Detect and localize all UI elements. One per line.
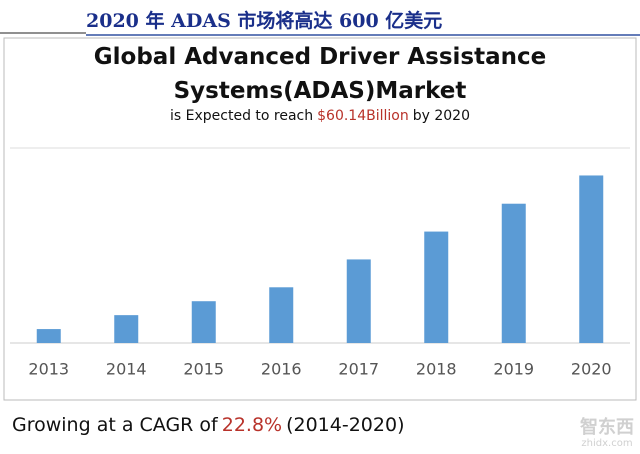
watermark: 智东西 zhidx.com xyxy=(580,417,634,452)
x-tick-label: 2018 xyxy=(416,360,457,379)
x-tick-label: 2017 xyxy=(338,360,379,379)
title-line: Systems(ADAS)Market xyxy=(173,78,467,104)
footer: Growing at a CAGR of 22.8% (2014-2020) xyxy=(12,414,408,436)
bar xyxy=(191,301,216,343)
bar xyxy=(501,203,526,343)
bar xyxy=(424,231,449,343)
x-tick-label: 2016 xyxy=(261,360,302,379)
footer-text: (2014-2020) xyxy=(286,414,405,436)
bar xyxy=(36,329,61,343)
subtitle-highlight: $60.14Billion xyxy=(317,108,409,124)
chart-subtitle: is Expected to reach $60.14Billion by 2020 xyxy=(0,108,640,124)
bar xyxy=(269,287,294,343)
x-tick-label: 2019 xyxy=(493,360,534,379)
x-tick-label: 2020 xyxy=(571,360,612,379)
bar xyxy=(114,315,139,343)
subtitle-text: is Expected to reach xyxy=(170,108,314,124)
x-tick-label: 2013 xyxy=(28,360,69,379)
header-title: 2020 年 ADAS 市场将高达 600 亿美元 xyxy=(86,10,443,32)
x-tick-label: 2015 xyxy=(183,360,224,379)
watermark-name: 智东西 xyxy=(580,417,634,438)
x-tick-label: 2014 xyxy=(106,360,147,379)
chart-title: Global Advanced Driver Assistance System… xyxy=(0,40,640,108)
watermark-site: zhidx.com xyxy=(581,438,633,449)
footer-highlight: 22.8% xyxy=(221,414,283,436)
footer-text: Growing at a CAGR of xyxy=(12,414,218,436)
bar xyxy=(346,259,371,343)
subtitle-text: by 2020 xyxy=(412,108,470,124)
bar xyxy=(579,175,604,343)
slide-frame xyxy=(3,37,637,401)
title-line: Global Advanced Driver Assistance xyxy=(93,44,547,70)
